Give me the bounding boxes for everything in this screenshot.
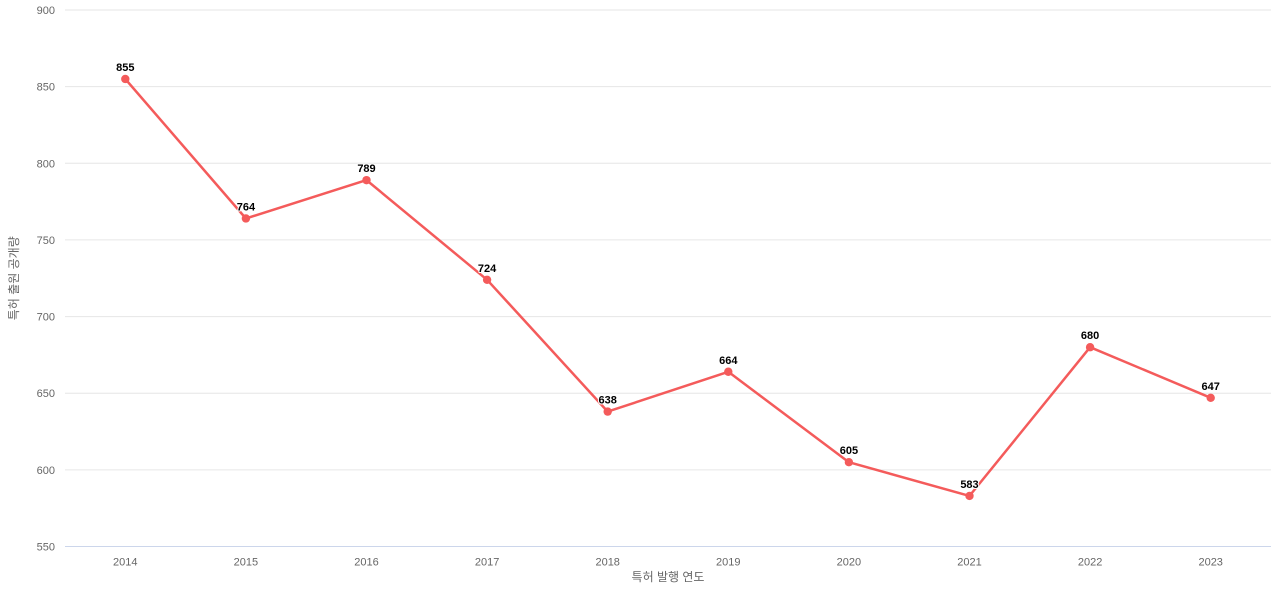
data-point[interactable]: [965, 491, 974, 501]
y-tick-label: 650: [37, 388, 55, 400]
data-label: 583: [960, 479, 978, 491]
data-point[interactable]: [482, 275, 492, 284]
data-point[interactable]: [1206, 393, 1215, 403]
x-tick-label: 2020: [837, 557, 861, 569]
y-tick-label: 900: [37, 5, 55, 17]
x-tick-label: 2016: [354, 557, 378, 569]
y-axis-title: 특허 출원 공개량: [7, 236, 21, 320]
x-tick-label: 2018: [595, 557, 619, 569]
y-tick-label: 750: [37, 235, 55, 247]
data-label: 764: [237, 201, 256, 213]
x-tick-label: 2021: [957, 557, 981, 569]
data-label: 789: [357, 163, 375, 175]
x-tick-label: 2019: [716, 557, 740, 569]
x-tick-label: 2015: [234, 557, 258, 569]
data-label: 638: [599, 395, 617, 407]
x-axis-title: 특허 발행 연도: [632, 569, 705, 584]
y-tick-label: 600: [37, 465, 55, 477]
data-point[interactable]: [724, 367, 733, 376]
x-tick-label: 2017: [475, 557, 499, 569]
data-label: 605: [840, 445, 858, 457]
y-tick-label: 800: [37, 158, 55, 170]
data-point[interactable]: [241, 214, 251, 223]
y-tick-label: 550: [37, 542, 55, 554]
data-label: 855: [116, 62, 134, 74]
x-tick-label: 2023: [1198, 557, 1222, 569]
data-point[interactable]: [1085, 343, 1095, 352]
data-point[interactable]: [844, 457, 854, 467]
data-point[interactable]: [121, 74, 130, 84]
data-point[interactable]: [603, 407, 612, 416]
y-tick-label: 700: [37, 312, 55, 324]
data-point[interactable]: [362, 175, 371, 185]
data-label: 664: [719, 355, 738, 367]
x-tick-label: 2022: [1078, 557, 1102, 569]
data-label: 724: [478, 263, 497, 275]
series-line: [124, 77, 1212, 498]
data-label: 680: [1081, 330, 1099, 342]
y-tick-label: 850: [37, 82, 55, 94]
x-tick-label: 2014: [113, 557, 137, 569]
data-label: 647: [1202, 381, 1220, 393]
